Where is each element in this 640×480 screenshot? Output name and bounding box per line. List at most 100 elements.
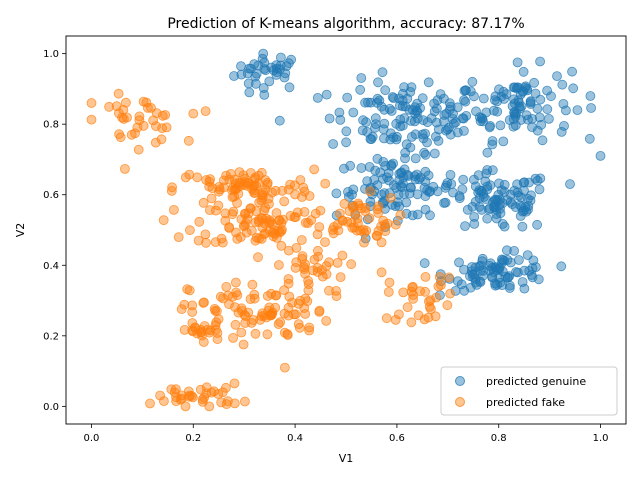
genuine-point bbox=[567, 66, 577, 77]
fake-point bbox=[117, 112, 127, 123]
genuine-point bbox=[474, 201, 485, 212]
genuine-point bbox=[406, 131, 417, 142]
fake-point bbox=[183, 135, 194, 146]
fake-point bbox=[283, 278, 294, 289]
genuine-point bbox=[264, 76, 275, 87]
fake-point bbox=[420, 286, 431, 297]
fake-point bbox=[206, 387, 217, 398]
fake-point bbox=[365, 186, 376, 197]
fake-point bbox=[273, 260, 284, 270]
genuine-point bbox=[473, 170, 484, 181]
genuine-point bbox=[366, 134, 377, 145]
genuine-point bbox=[460, 85, 471, 96]
genuine-point bbox=[334, 107, 345, 118]
genuine-point bbox=[410, 108, 421, 119]
fake-point bbox=[420, 271, 431, 282]
genuine-point bbox=[425, 210, 435, 221]
genuine-point bbox=[355, 84, 366, 95]
fake-point bbox=[304, 325, 315, 336]
genuine-point bbox=[478, 93, 489, 104]
fake-point bbox=[220, 208, 231, 219]
fake-point bbox=[198, 337, 209, 347]
fake-point bbox=[279, 308, 290, 319]
fake-point bbox=[145, 398, 155, 409]
fake-point bbox=[118, 114, 129, 124]
fake-point bbox=[270, 228, 280, 239]
fake-point bbox=[229, 398, 240, 409]
genuine-point bbox=[521, 110, 532, 121]
fake-point bbox=[299, 186, 310, 197]
fake-point bbox=[115, 132, 126, 143]
y-tick-label: 0.2 bbox=[43, 331, 59, 342]
genuine-point bbox=[369, 174, 380, 185]
genuine-point bbox=[467, 76, 478, 87]
points-layer bbox=[86, 48, 606, 412]
fake-point bbox=[168, 204, 179, 215]
fake-point bbox=[238, 339, 249, 350]
genuine-point bbox=[527, 114, 538, 124]
genuine-point bbox=[372, 153, 383, 164]
genuine-point bbox=[401, 139, 412, 150]
genuine-point bbox=[376, 101, 387, 112]
genuine-point bbox=[409, 116, 420, 127]
fake-point bbox=[234, 177, 245, 188]
fake-point bbox=[430, 311, 441, 322]
fake-point bbox=[406, 317, 417, 328]
genuine-point bbox=[339, 163, 349, 174]
fake-point bbox=[337, 250, 348, 261]
fake-point bbox=[173, 232, 184, 243]
fake-point bbox=[266, 288, 277, 299]
genuine-point bbox=[459, 264, 469, 275]
genuine-point bbox=[533, 274, 544, 285]
genuine-point bbox=[373, 77, 383, 88]
fake-point bbox=[406, 286, 417, 297]
fake-point bbox=[321, 269, 332, 280]
genuine-point bbox=[275, 52, 286, 63]
fake-point bbox=[300, 259, 311, 270]
fake-point bbox=[373, 201, 384, 212]
genuine-point bbox=[360, 183, 370, 194]
genuine-point bbox=[523, 200, 534, 211]
fake-point bbox=[176, 304, 187, 315]
genuine-point bbox=[372, 93, 383, 104]
fake-point bbox=[282, 330, 293, 340]
genuine-point bbox=[505, 189, 516, 200]
y-tick-label: 0.4 bbox=[43, 261, 59, 272]
genuine-point bbox=[415, 103, 426, 113]
fake-point bbox=[210, 205, 221, 216]
fake-point bbox=[246, 225, 257, 236]
genuine-point bbox=[514, 255, 524, 265]
fake-point bbox=[393, 309, 404, 320]
fake-point bbox=[346, 259, 357, 270]
fake-point bbox=[331, 285, 342, 296]
fake-point bbox=[270, 302, 281, 313]
fake-point bbox=[132, 122, 143, 133]
y-tick-label: 1.0 bbox=[43, 49, 59, 60]
fake-point bbox=[339, 198, 350, 209]
fake-point bbox=[294, 322, 305, 333]
genuine-point bbox=[514, 97, 524, 108]
legend-marker-genuine bbox=[455, 376, 465, 386]
fake-point bbox=[158, 396, 169, 407]
fake-point bbox=[217, 237, 228, 248]
genuine-point bbox=[482, 147, 493, 158]
genuine-point bbox=[586, 103, 596, 113]
fake-point bbox=[195, 384, 206, 395]
genuine-point bbox=[443, 122, 454, 133]
genuine-point bbox=[388, 158, 399, 169]
fake-point bbox=[335, 272, 346, 283]
fake-point bbox=[114, 129, 124, 140]
genuine-point bbox=[361, 117, 372, 128]
x-tick-label: 1.0 bbox=[593, 433, 609, 444]
fake-point bbox=[200, 106, 211, 116]
fake-point bbox=[212, 334, 223, 345]
genuine-point bbox=[467, 201, 478, 212]
fake-point bbox=[151, 121, 161, 132]
fake-point bbox=[293, 298, 304, 309]
legend-box bbox=[440, 366, 618, 416]
genuine-point bbox=[494, 194, 505, 205]
fake-point bbox=[274, 215, 285, 226]
fake-point bbox=[267, 308, 277, 319]
genuine-point bbox=[495, 120, 506, 131]
fake-point bbox=[138, 120, 149, 131]
